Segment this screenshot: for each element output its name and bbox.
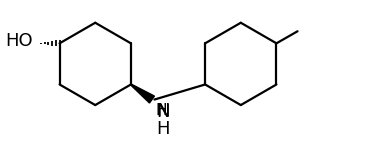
Text: H: H bbox=[156, 103, 167, 118]
Polygon shape bbox=[131, 84, 154, 103]
Text: N: N bbox=[156, 103, 170, 121]
Text: HO: HO bbox=[5, 32, 33, 50]
Text: N
H: N H bbox=[156, 102, 170, 138]
